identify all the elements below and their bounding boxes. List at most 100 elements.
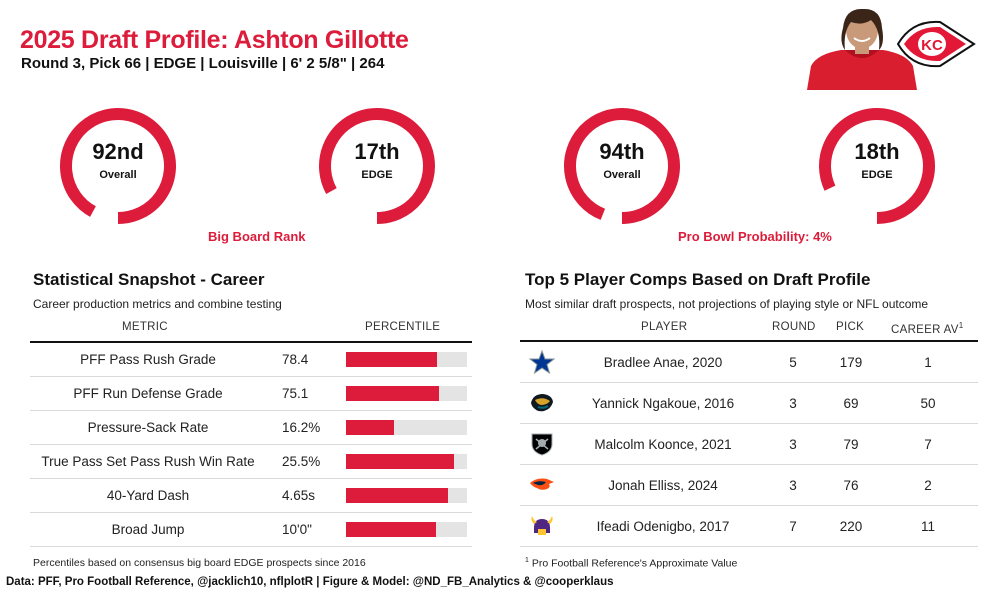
col-header-metric: METRIC <box>122 321 168 333</box>
table-row: True Pass Set Pass Rush Win Rate 25.5% <box>30 445 472 479</box>
stats-title: Statistical Snapshot - Career <box>33 270 265 289</box>
comp-round: 3 <box>789 437 797 452</box>
col-header-career-av: CAREER AV1 <box>891 321 963 336</box>
gauge-arc <box>564 108 680 224</box>
comp-pick: 79 <box>843 437 859 452</box>
percentile-track <box>346 352 467 367</box>
table-row: PFF Run Defense Grade 75.1 <box>30 377 472 411</box>
comp-career-av: 2 <box>924 478 932 493</box>
footnote-text: Pro Football Reference's Approximate Val… <box>531 557 738 570</box>
gauge-value: 17th <box>354 139 400 164</box>
metric-value: 16.2% <box>282 420 321 435</box>
percentile-track <box>346 420 467 435</box>
gauge-arc <box>319 108 435 224</box>
comp-player: Ifeadi Odenigbo, 2017 <box>596 519 730 534</box>
metric-name: True Pass Set Pass Rush Win Rate <box>41 454 255 469</box>
comps-subtitle: Most similar draft prospects, not projec… <box>525 297 929 311</box>
stats-header-rule <box>30 341 472 343</box>
comp-pick: 179 <box>839 355 863 370</box>
gauge-label: Overall <box>603 169 641 181</box>
comp-career-av: 1 <box>924 355 932 370</box>
table-row: Ifeadi Odenigbo, 2017 7 220 11 <box>520 506 978 547</box>
metric-value: 75.1 <box>282 386 309 401</box>
percentile-track <box>346 454 467 469</box>
table-row: Jonah Elliss, 2024 3 76 2 <box>520 465 978 506</box>
gauge-label: Overall <box>99 169 137 181</box>
player-headshot <box>807 6 917 90</box>
table-row: Malcolm Koonce, 2021 3 79 7 <box>520 424 978 465</box>
percentile-track <box>346 488 467 503</box>
career-av-label: CAREER AV <box>891 323 959 336</box>
stats-subtitle: Career production metrics and combine te… <box>33 297 282 311</box>
career-av-marker: 1 <box>958 321 964 330</box>
gauge-arc <box>819 108 935 224</box>
comp-player: Yannick Ngakoue, 2016 <box>591 396 735 411</box>
percentile-bar <box>346 454 454 469</box>
vikings-helmet-icon <box>529 514 555 538</box>
comp-round: 3 <box>789 478 797 493</box>
comp-career-av: 11 <box>920 519 935 534</box>
col-header-player: PLAYER <box>641 321 688 333</box>
percentile-bar <box>346 522 436 537</box>
chiefs-arrowhead-logo: KC <box>896 16 976 72</box>
comp-career-av: 7 <box>924 437 932 452</box>
big-board-edge-gauge: 17th EDGE <box>313 102 441 230</box>
footer-credits: Data: PFF, Pro Football Reference, @jack… <box>6 576 614 588</box>
metric-name: 40-Yard Dash <box>106 488 190 503</box>
percentile-bar <box>346 420 395 435</box>
gauge-value: 94th <box>599 139 645 164</box>
pro-bowl-overall-gauge: 94th Overall <box>558 102 686 230</box>
col-header-round: ROUND <box>772 321 816 333</box>
percentile-track <box>346 522 467 537</box>
cowboys-star-icon <box>528 349 556 375</box>
gauge-arc <box>60 108 176 224</box>
metric-value: 4.65s <box>282 488 316 503</box>
metric-name: Broad Jump <box>111 522 185 537</box>
table-row: Yannick Ngakoue, 2016 3 69 50 <box>520 383 978 424</box>
metric-value: 10'0" <box>282 522 312 537</box>
pro-bowl-edge-gauge: 18th EDGE <box>813 102 941 230</box>
col-header-percentile: PERCENTILE <box>365 321 441 333</box>
comp-player: Jonah Elliss, 2024 <box>608 478 718 493</box>
pro-bowl-label: Pro Bowl Probability: 4% <box>678 229 832 244</box>
metric-name: Pressure-Sack Rate <box>87 420 209 435</box>
comp-pick: 220 <box>839 519 863 534</box>
comp-player: Malcolm Koonce, 2021 <box>594 437 732 452</box>
gauge-value: 18th <box>854 139 900 164</box>
metric-name: PFF Pass Rush Grade <box>80 352 216 367</box>
comps-footnote: 1 Pro Football Reference's Approximate V… <box>525 557 737 570</box>
comp-round: 5 <box>789 355 797 370</box>
metric-value: 25.5% <box>282 454 321 469</box>
gauge-label: EDGE <box>361 169 393 181</box>
comp-career-av: 50 <box>920 396 936 411</box>
percentile-bar <box>346 352 437 367</box>
col-header-pick: PICK <box>836 321 865 333</box>
svg-text:KC: KC <box>921 37 943 54</box>
comp-round: 3 <box>789 396 797 411</box>
comp-player: Bradlee Anae, 2020 <box>603 355 723 370</box>
metric-value: 78.4 <box>282 352 309 367</box>
comp-pick: 69 <box>843 396 859 411</box>
table-row: Broad Jump 10'0" <box>30 513 472 547</box>
gauge-label: EDGE <box>861 169 893 181</box>
big-board-label: Big Board Rank <box>208 229 306 244</box>
comp-pick: 76 <box>843 478 859 493</box>
metric-name: PFF Run Defense Grade <box>73 386 223 401</box>
table-row: Pressure-Sack Rate 16.2% <box>30 411 472 445</box>
comp-round: 7 <box>789 519 797 534</box>
page-subtitle: Round 3, Pick 66 | EDGE | Louisville | 6… <box>21 55 385 72</box>
big-board-overall-gauge: 92nd Overall <box>54 102 182 230</box>
raiders-shield-icon <box>529 432 555 456</box>
stats-footnote: Percentiles based on consensus big board… <box>33 557 366 569</box>
table-row: PFF Pass Rush Grade 78.4 <box>30 343 472 377</box>
table-row: Bradlee Anae, 2020 5 179 1 <box>520 342 978 383</box>
gauge-value: 92nd <box>92 139 144 164</box>
footnote-marker: 1 <box>525 557 529 564</box>
percentile-bar <box>346 488 448 503</box>
comps-title: Top 5 Player Comps Based on Draft Profil… <box>525 270 871 289</box>
page-title: 2025 Draft Profile: Ashton Gillotte <box>20 26 409 54</box>
broncos-horse-icon <box>529 473 555 497</box>
percentile-bar <box>346 386 440 401</box>
table-row: 40-Yard Dash 4.65s <box>30 479 472 513</box>
percentile-track <box>346 386 467 401</box>
